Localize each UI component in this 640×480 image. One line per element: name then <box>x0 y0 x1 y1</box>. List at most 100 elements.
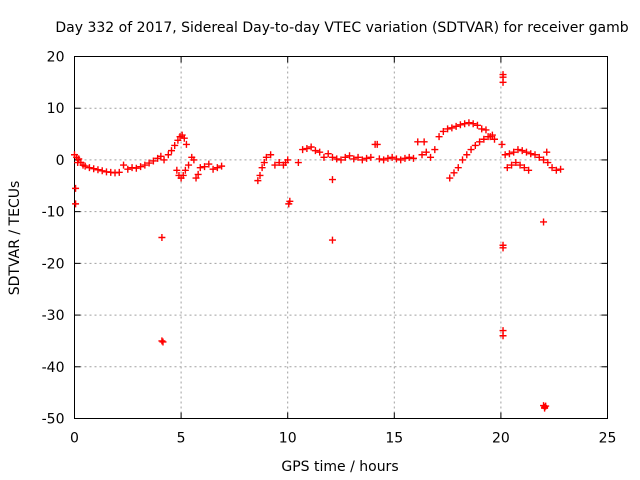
data-point <box>456 121 464 129</box>
data-point <box>508 161 516 169</box>
data-point <box>158 337 166 345</box>
x-tick-label: 20 <box>492 431 510 447</box>
data-point <box>141 161 149 169</box>
data-point <box>499 332 507 340</box>
data-point <box>145 159 153 167</box>
data-point <box>324 150 332 158</box>
data-point <box>471 141 479 149</box>
data-point <box>173 166 181 174</box>
data-point <box>260 159 268 167</box>
x-tick-label: 5 <box>177 431 186 447</box>
data-point <box>499 78 507 86</box>
data-point <box>540 218 548 226</box>
data-point <box>94 166 102 174</box>
data-point <box>85 164 93 172</box>
data-point <box>346 152 354 160</box>
x-tick-label: 15 <box>385 431 403 447</box>
data-point <box>358 156 366 164</box>
data-point <box>484 133 492 141</box>
data-point <box>271 161 279 169</box>
data-point <box>158 234 166 241</box>
data-point <box>201 163 209 171</box>
data-point <box>499 244 507 252</box>
y-tick-label: 0 <box>56 153 65 169</box>
data-point <box>159 338 167 346</box>
data-point <box>284 156 292 164</box>
data-point <box>544 159 552 167</box>
data-point <box>333 155 341 163</box>
data-point <box>459 156 467 164</box>
data-point <box>209 165 217 173</box>
data-point <box>367 153 375 161</box>
data-point <box>196 164 204 172</box>
data-point <box>463 151 471 159</box>
data-point <box>275 159 283 167</box>
data-point <box>137 163 145 171</box>
plot-frame <box>74 56 608 419</box>
y-tick-label: -40 <box>42 360 65 376</box>
data-point <box>439 127 447 135</box>
data-point <box>294 159 302 167</box>
data-point <box>414 138 422 146</box>
y-tick-label: -20 <box>42 256 65 272</box>
data-point <box>262 153 270 161</box>
data-point <box>320 153 328 161</box>
data-point <box>149 157 157 165</box>
data-point <box>418 151 426 159</box>
data-point <box>218 162 226 170</box>
data-point <box>514 146 522 154</box>
data-point <box>427 153 435 161</box>
data-point <box>520 164 528 172</box>
data-point <box>258 164 266 172</box>
data-point <box>465 119 473 127</box>
data-point <box>467 146 475 154</box>
data-point <box>461 120 469 128</box>
data-point <box>448 124 456 132</box>
data-point <box>328 153 336 161</box>
data-points <box>71 71 565 412</box>
data-point <box>522 148 530 156</box>
data-point <box>192 174 200 182</box>
data-point <box>397 156 405 164</box>
y-tick-label: -50 <box>42 412 65 428</box>
data-point <box>299 146 307 154</box>
data-point <box>213 164 221 172</box>
data-point <box>180 134 188 142</box>
data-point <box>164 151 172 159</box>
data-point <box>373 140 381 148</box>
data-point <box>254 177 262 185</box>
data-point <box>354 153 362 161</box>
data-point <box>478 125 486 133</box>
data-point <box>420 138 428 146</box>
data-point <box>182 140 190 148</box>
data-point <box>491 135 499 143</box>
data-point <box>557 165 565 173</box>
grid-layer <box>74 56 608 419</box>
y-tick-label: -10 <box>42 205 65 221</box>
data-point <box>480 135 488 143</box>
data-point <box>473 121 481 129</box>
data-point <box>341 153 349 161</box>
data-point <box>552 166 560 174</box>
y-tick-label: 20 <box>47 50 65 66</box>
data-point <box>516 161 524 169</box>
data-point <box>328 176 336 184</box>
data-point <box>350 155 358 163</box>
y-tick-label: -30 <box>42 308 65 324</box>
data-point <box>409 154 417 162</box>
data-point <box>380 156 388 164</box>
data-point <box>450 169 458 177</box>
x-tick-label: 25 <box>599 431 617 447</box>
data-point <box>179 171 187 179</box>
data-point <box>115 168 123 176</box>
data-point <box>510 148 518 156</box>
data-point <box>267 151 275 159</box>
data-point <box>384 154 392 162</box>
data-point <box>160 156 168 164</box>
data-point <box>518 147 526 155</box>
data-point <box>548 164 556 172</box>
data-point <box>512 159 520 167</box>
data-point <box>316 148 324 156</box>
data-point <box>72 184 80 192</box>
